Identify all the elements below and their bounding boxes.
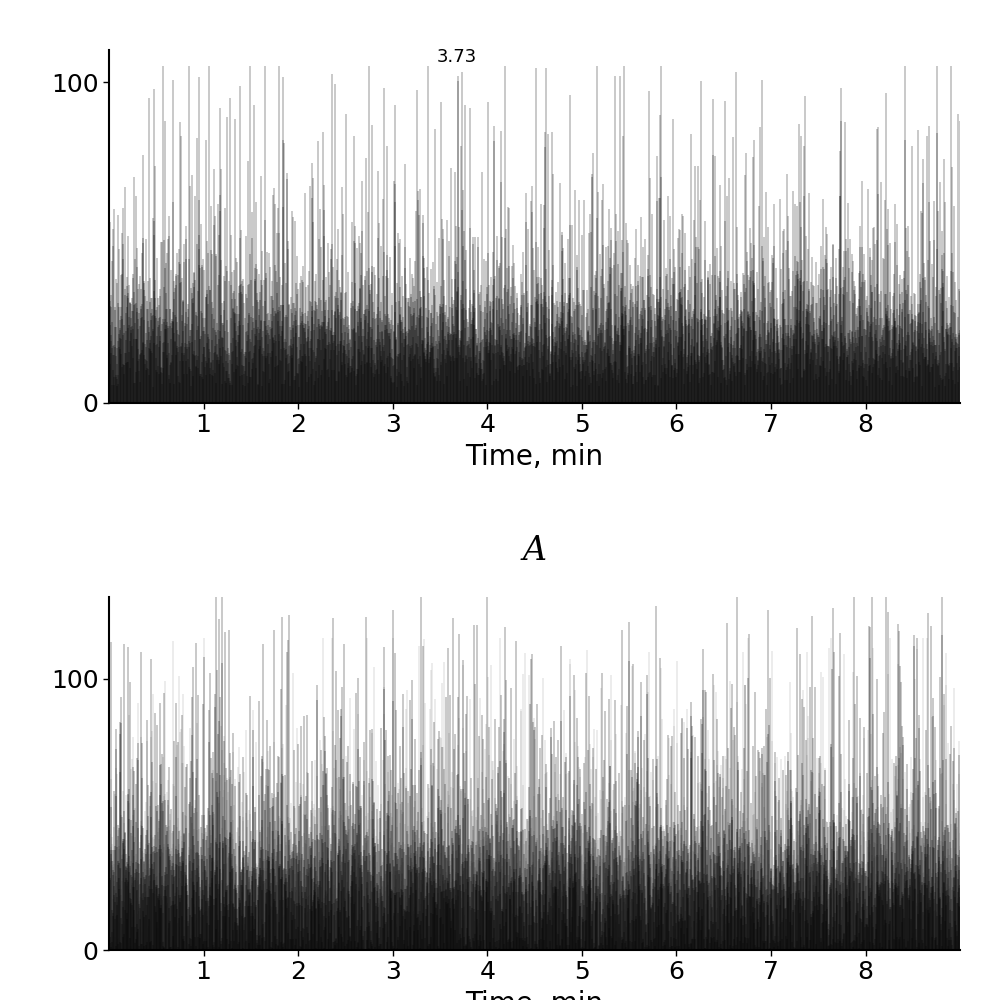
X-axis label: Time, min: Time, min bbox=[465, 990, 604, 1000]
Text: A: A bbox=[523, 535, 546, 567]
Text: 3.73: 3.73 bbox=[437, 48, 477, 66]
X-axis label: Time, min: Time, min bbox=[465, 443, 604, 471]
